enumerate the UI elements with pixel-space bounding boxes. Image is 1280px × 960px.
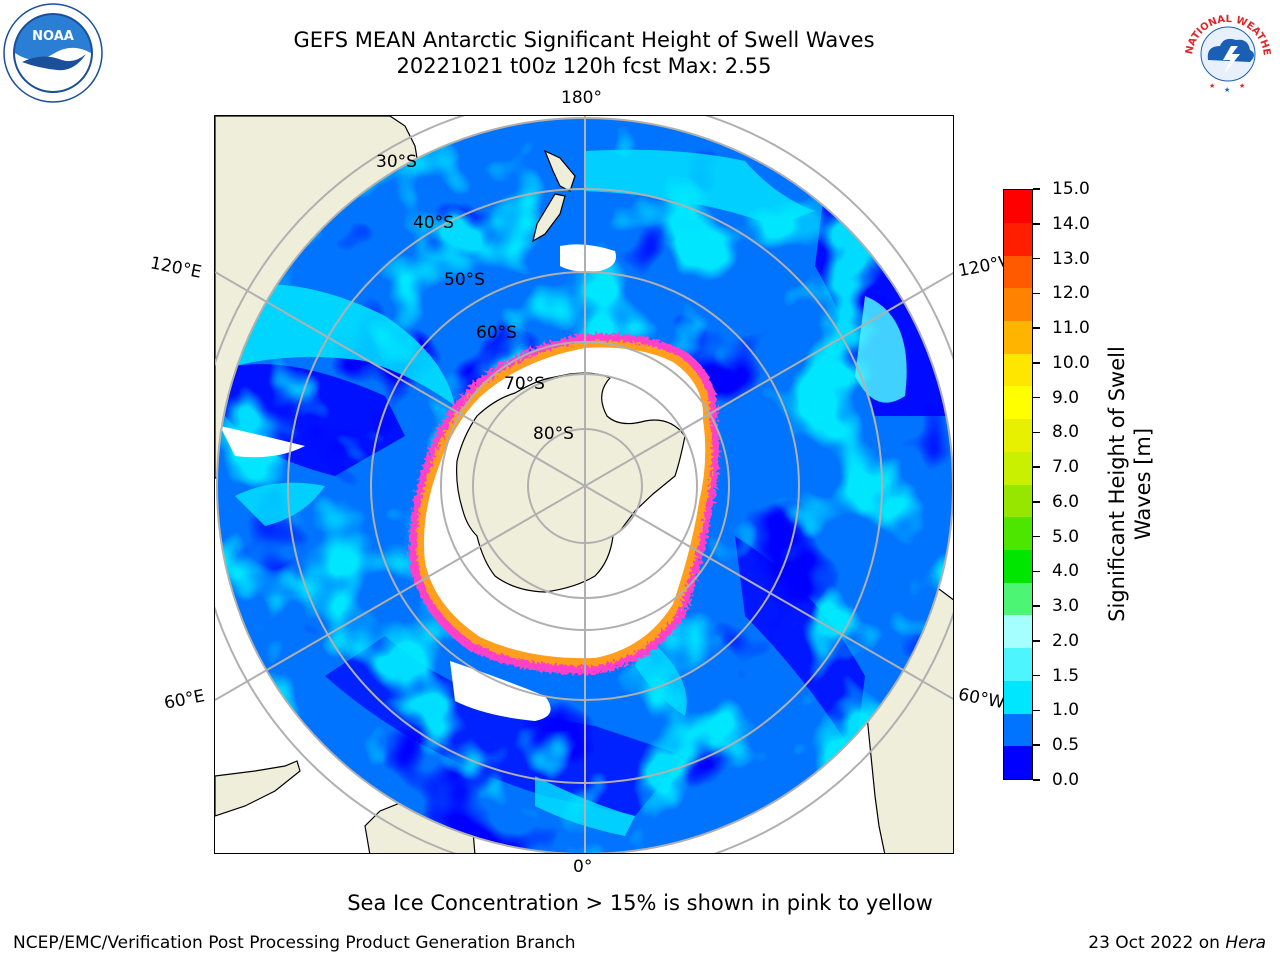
colorbar-tick bbox=[1033, 674, 1040, 677]
colorbar bbox=[1003, 189, 1033, 780]
colorbar-tick bbox=[1033, 779, 1040, 781]
colorbar-tick bbox=[1033, 605, 1040, 607]
colorbar-segment bbox=[1004, 222, 1032, 256]
colorbar-tick-label: 1.0 bbox=[1052, 700, 1080, 721]
colorbar-segment bbox=[1004, 320, 1032, 354]
polar-map-canvas bbox=[215, 116, 953, 853]
colorbar-tick bbox=[1033, 466, 1040, 468]
noaa-logo: NOAA bbox=[3, 3, 103, 103]
nws-logo: NATIONAL WEATHER SERVICE ★ ★ ★ bbox=[1178, 2, 1276, 100]
svg-text:★: ★ bbox=[1239, 82, 1245, 90]
colorbar-tick bbox=[1033, 501, 1040, 503]
colorbar-tick bbox=[1033, 188, 1040, 190]
colorbar-segment bbox=[1004, 484, 1032, 518]
colorbar-tick-label: 10.0 bbox=[1052, 352, 1090, 373]
colorbar-tick-label: 4.0 bbox=[1052, 561, 1080, 582]
colorbar-segment bbox=[1004, 549, 1032, 583]
colorbar-segment bbox=[1004, 451, 1032, 485]
lat-label-30s: 30°S bbox=[376, 152, 417, 172]
colorbar-tick bbox=[1033, 362, 1040, 364]
colorbar-tick bbox=[1033, 257, 1040, 260]
colorbar-segment bbox=[1004, 746, 1032, 779]
svg-text:★: ★ bbox=[1224, 86, 1230, 94]
colorbar-tick-label: 9.0 bbox=[1052, 387, 1080, 408]
colorbar-tick-label: 8.0 bbox=[1052, 422, 1080, 443]
colorbar-segment bbox=[1004, 517, 1032, 550]
colorbar-tick bbox=[1033, 396, 1040, 399]
graticule bbox=[215, 116, 953, 853]
lat-label-80s: 80°S bbox=[533, 424, 574, 444]
date-label: 23 Oct 2022 on bbox=[1088, 933, 1220, 953]
lon-label-0: 0° bbox=[573, 857, 593, 877]
colorbar-tick bbox=[1033, 640, 1040, 642]
colorbar-tick-label: 15.0 bbox=[1052, 179, 1090, 199]
lon-label-180: 180° bbox=[561, 88, 602, 108]
colorbar-tick bbox=[1033, 535, 1040, 538]
colorbar-segment bbox=[1004, 713, 1032, 747]
colorbar-segment bbox=[1004, 386, 1032, 420]
colorbar-tick-label: 11.0 bbox=[1052, 318, 1090, 339]
polar-map bbox=[214, 115, 954, 854]
colorbar-tick bbox=[1033, 223, 1040, 225]
lat-label-40s: 40°S bbox=[413, 213, 454, 233]
colorbar-tick-label: 3.0 bbox=[1052, 596, 1080, 617]
chart-title: GEFS MEAN Antarctic Significant Height o… bbox=[293, 28, 875, 52]
colorbar-segment bbox=[1004, 680, 1032, 714]
colorbar-tick bbox=[1033, 744, 1040, 746]
lon-label-60w: 60°W bbox=[956, 684, 1007, 714]
credit-text: NCEP/EMC/Verification Post Processing Pr… bbox=[13, 933, 576, 953]
colorbar-tick-label: 12.0 bbox=[1052, 283, 1090, 304]
colorbar-segment bbox=[1004, 353, 1032, 387]
colorbar-tick-label: 2.0 bbox=[1052, 630, 1080, 651]
colorbar-segment bbox=[1004, 582, 1032, 616]
svg-text:NOAA: NOAA bbox=[32, 29, 74, 44]
colorbar-segment bbox=[1004, 190, 1032, 223]
colorbar-segment bbox=[1004, 255, 1032, 289]
colorbar-segment bbox=[1004, 648, 1032, 681]
land-new-zealand-south bbox=[532, 193, 566, 243]
colorbar-tick-label: 13.0 bbox=[1052, 248, 1090, 269]
colorbar-tick bbox=[1033, 570, 1040, 573]
colorbar-tick-label: 0.5 bbox=[1052, 735, 1080, 756]
lon-label-120e: 120°E bbox=[148, 253, 204, 283]
colorbar-tick bbox=[1033, 431, 1040, 434]
colorbar-tick-label: 6.0 bbox=[1052, 491, 1080, 512]
colorbar-title: Significant Height of Swell Waves [m] bbox=[1105, 346, 1155, 622]
colorbar-tick-label: 14.0 bbox=[1052, 213, 1090, 234]
colorbar-segment bbox=[1004, 419, 1032, 452]
colorbar-tick-label: 5.0 bbox=[1052, 526, 1080, 547]
colorbar-tick bbox=[1033, 327, 1040, 329]
colorbar-tick-label: 0.0 bbox=[1052, 770, 1080, 790]
colorbar-segment bbox=[1004, 615, 1032, 649]
colorbar-tick bbox=[1033, 709, 1040, 712]
sea-ice-note: Sea Ice Concentration > 15% is shown in … bbox=[347, 891, 933, 915]
colorbar-segment bbox=[1004, 288, 1032, 321]
land-africa-west bbox=[215, 760, 301, 817]
colorbar-tick bbox=[1033, 292, 1040, 295]
land-new-zealand bbox=[543, 149, 576, 192]
colorbar-tick-label: 1.5 bbox=[1052, 665, 1080, 686]
host-name: Hera bbox=[1225, 933, 1266, 953]
colorbar-tick-label: 7.0 bbox=[1052, 457, 1080, 478]
lat-label-60s: 60°S bbox=[476, 323, 517, 343]
lat-label-70s: 70°S bbox=[504, 374, 545, 394]
svg-text:★: ★ bbox=[1209, 82, 1215, 90]
lat-label-50s: 50°S bbox=[444, 270, 485, 290]
date-text: 23 Oct 2022 on Hera bbox=[1088, 932, 1266, 954]
lon-label-60e: 60°E bbox=[162, 686, 207, 714]
chart-subtitle: 20221021 t00z 120h fcst Max: 2.55 bbox=[396, 54, 772, 78]
